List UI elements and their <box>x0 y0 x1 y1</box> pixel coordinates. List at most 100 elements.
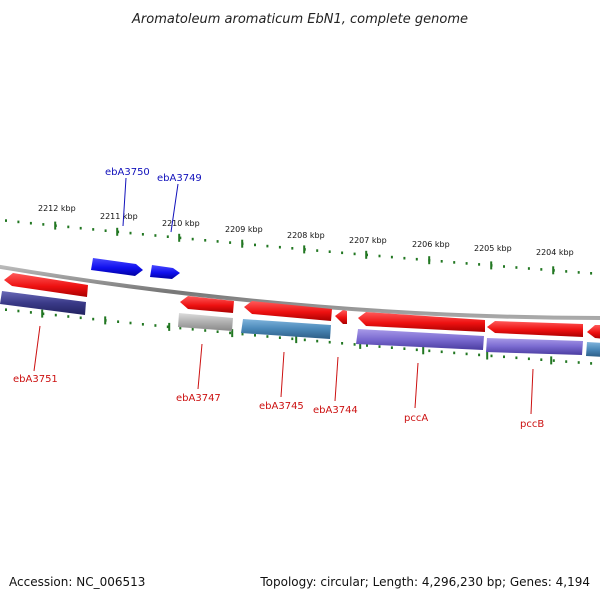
minor-tick <box>17 220 20 224</box>
gene-label-ebA3751[interactable]: ebA3751 <box>13 374 58 385</box>
minor-tick <box>67 315 70 318</box>
minor-tick <box>328 250 331 253</box>
minor-tick <box>117 320 120 323</box>
gene-ebA3747-arrow[interactable] <box>180 296 234 313</box>
gene-label-pccA[interactable]: pccA <box>404 413 428 424</box>
major-tick <box>303 245 306 254</box>
minor-tick <box>141 233 144 236</box>
cds-bar-pccA[interactable] <box>356 329 484 350</box>
major-tick <box>552 266 555 275</box>
topology-text: Topology: circular; Length: 4,296,230 bp… <box>259 575 590 589</box>
minor-tick <box>179 236 182 240</box>
major-tick <box>295 335 298 344</box>
major-tick <box>365 250 368 259</box>
gene-ebA3744-arrow[interactable] <box>335 310 347 324</box>
minor-tick <box>291 247 294 250</box>
minor-tick <box>390 346 393 349</box>
major-tick <box>359 340 362 349</box>
minor-tick <box>390 255 393 259</box>
gene-label-ebA3744[interactable]: ebA3744 <box>313 405 358 416</box>
minor-tick <box>316 339 319 343</box>
minor-tick <box>141 323 144 326</box>
genome-backbone <box>0 264 600 320</box>
minor-tick <box>503 355 505 359</box>
gene-label-ebA3745[interactable]: ebA3745 <box>259 401 304 412</box>
tick-label: 2211 kbp <box>100 212 138 221</box>
minor-tick <box>42 223 45 226</box>
gene-pccB-arrow[interactable] <box>487 321 583 337</box>
gene-ebA3751-arrow[interactable] <box>4 273 88 297</box>
cds-bar-ebA3751[interactable] <box>0 291 86 315</box>
minor-tick <box>540 358 543 361</box>
minor-tick <box>378 345 381 348</box>
cds-bar-pccB[interactable] <box>486 338 583 355</box>
minor-tick <box>179 326 182 330</box>
minor-tick <box>154 234 157 237</box>
tick-label: 2212 kbp <box>38 204 76 213</box>
minor-tick <box>478 353 481 357</box>
minor-tick <box>254 243 256 247</box>
minor-tick <box>191 328 194 331</box>
minor-tick <box>527 267 530 270</box>
gene-label-pccB[interactable]: pccB <box>520 419 544 430</box>
gene-ebA3749-arrow[interactable] <box>150 265 180 279</box>
minor-tick <box>415 257 418 261</box>
connector-ebA3745 <box>280 351 285 398</box>
tick-label: 2206 kbp <box>412 240 450 249</box>
tick-ruler-lower <box>5 308 593 365</box>
tick-label: 2208 kbp <box>287 231 325 240</box>
major-tick <box>178 233 181 242</box>
gene-label-ebA3750[interactable]: ebA3750 <box>105 167 150 178</box>
minor-tick <box>204 239 207 242</box>
gene-label-ebA3747[interactable]: ebA3747 <box>176 393 221 404</box>
minor-tick <box>166 325 169 329</box>
minor-tick <box>266 335 269 338</box>
minor-tick <box>565 270 568 273</box>
minor-tick <box>440 260 443 263</box>
tick-ruler-upper <box>5 219 593 275</box>
connector-ebA3751 <box>33 325 41 372</box>
minor-tick <box>266 244 269 248</box>
minor-tick <box>415 348 418 352</box>
minor-tick <box>42 312 45 316</box>
gene-ebA3745-arrow[interactable] <box>244 301 332 321</box>
minor-tick <box>465 262 468 265</box>
minor-tick <box>453 261 456 264</box>
minor-tick <box>216 330 219 333</box>
tick-label: 2205 kbp <box>474 244 512 253</box>
minor-tick <box>577 271 580 274</box>
minor-tick <box>5 308 7 311</box>
gene-ebA3750-arrow[interactable] <box>91 258 143 276</box>
tick-labels: 2212 kbp 2211 kbp 2210 kbp 2209 kbp 2208… <box>38 204 574 257</box>
connector-pccA <box>414 362 419 409</box>
minor-tick <box>204 329 207 332</box>
minor-tick <box>465 352 468 356</box>
minor-tick <box>428 349 431 353</box>
major-tick <box>550 356 553 365</box>
gene-partial-arrow[interactable] <box>587 325 600 339</box>
minor-tick <box>527 357 530 361</box>
cds-bar-ebA3747[interactable] <box>178 313 233 331</box>
minor-tick <box>216 240 219 243</box>
minor-tick <box>104 229 107 232</box>
minor-tick <box>403 347 406 350</box>
minor-tick <box>378 254 381 258</box>
minor-tick <box>341 251 344 255</box>
cds-bar-partial[interactable] <box>586 342 600 357</box>
minor-tick <box>278 245 281 249</box>
minor-tick <box>303 338 306 342</box>
reverse-genes <box>4 273 600 339</box>
minor-tick <box>590 362 593 365</box>
major-tick <box>422 346 425 355</box>
minor-tick <box>67 225 70 229</box>
major-tick <box>41 309 44 318</box>
minor-tick <box>79 226 82 230</box>
connector-ebA3747 <box>197 343 203 390</box>
minor-tick <box>166 235 169 238</box>
major-tick <box>241 239 244 248</box>
gene-label-ebA3749[interactable]: ebA3749 <box>157 173 202 184</box>
gene-pccA-arrow[interactable] <box>358 312 485 332</box>
minor-tick <box>29 221 32 225</box>
minor-tick <box>577 361 580 364</box>
cds-bar-ebA3745[interactable] <box>241 319 331 339</box>
